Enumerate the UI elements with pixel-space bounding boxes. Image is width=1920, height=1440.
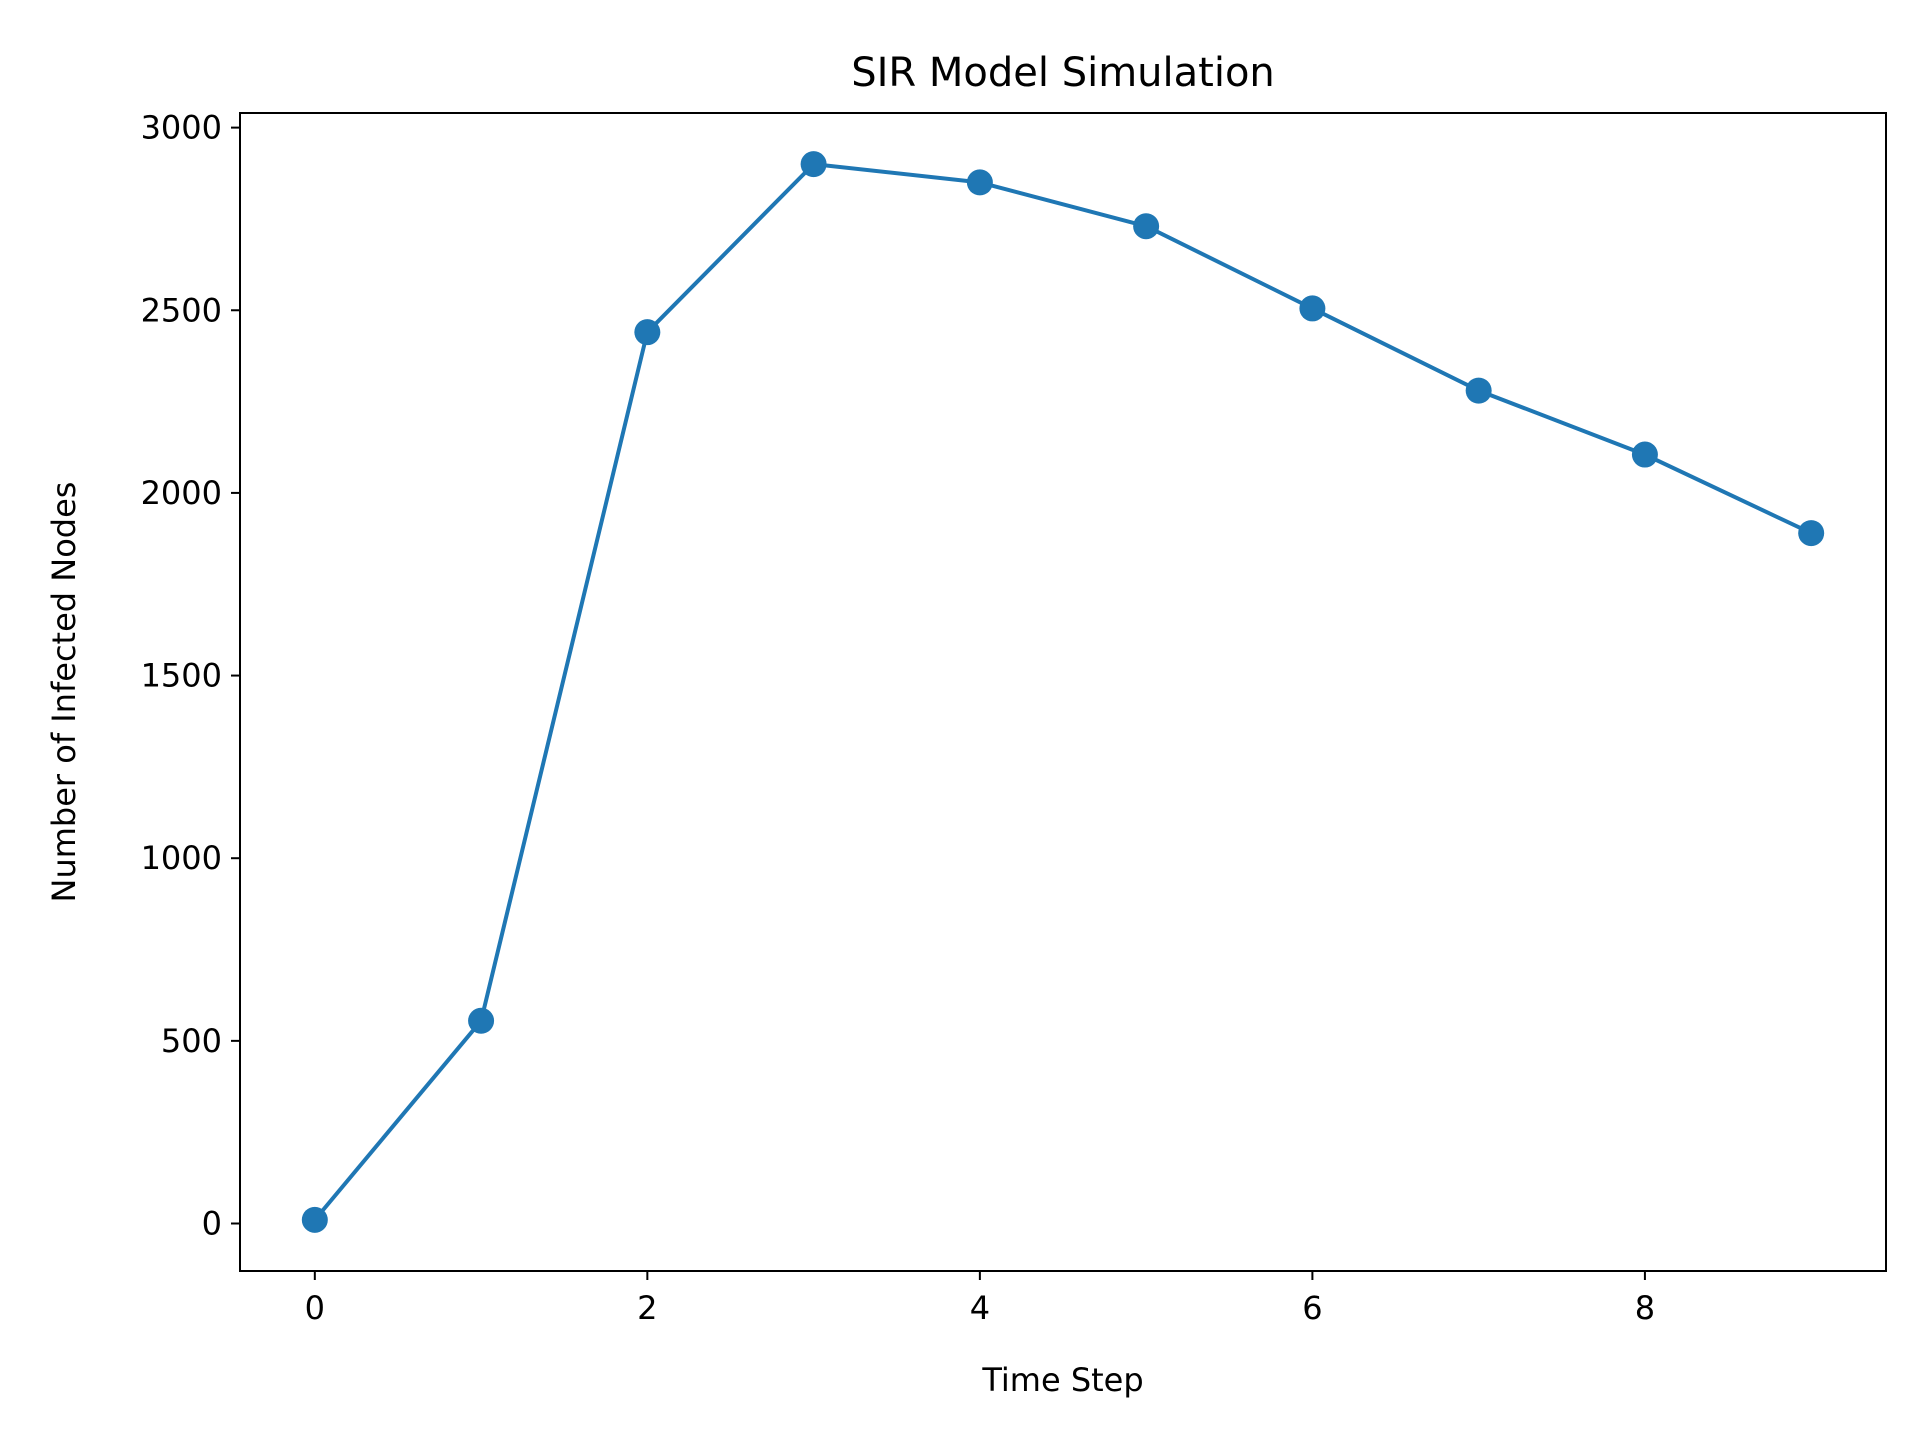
data-point [468, 1007, 495, 1034]
y-tick-label: 3000 [141, 109, 222, 147]
y-tick-label: 1000 [141, 839, 222, 877]
plot-area-frame [239, 112, 1887, 1272]
data-point [634, 319, 661, 346]
y-tick-label: 2000 [141, 474, 222, 512]
y-axis-label: Number of Infected Nodes [45, 482, 83, 903]
series-line [313, 162, 1813, 1222]
data-point [1133, 213, 1160, 240]
data-points [301, 151, 1825, 1233]
y-tick-label: 1500 [141, 657, 222, 695]
data-point [301, 1206, 328, 1233]
x-tick-label: 8 [1635, 1289, 1655, 1327]
data-point [1631, 441, 1658, 468]
chart-title: SIR Model Simulation [851, 50, 1275, 96]
x-tick-label: 6 [1302, 1289, 1322, 1327]
x-tick-label: 0 [305, 1289, 325, 1327]
y-tick-label: 500 [161, 1022, 222, 1060]
y-tick-label: 0 [202, 1205, 222, 1243]
x-tick-label: 4 [970, 1289, 990, 1327]
data-point [1465, 377, 1492, 404]
data-point [966, 169, 993, 196]
data-point [1299, 295, 1326, 322]
x-tick-label: 2 [637, 1289, 657, 1327]
data-point [1798, 520, 1825, 547]
x-axis-ticks: 0 2 4 6 8 [305, 1271, 1655, 1327]
y-tick-label: 2500 [141, 291, 222, 329]
x-axis-label: Time Step [981, 1361, 1143, 1399]
y-axis-ticks: 0 500 1000 1500 2000 2500 3000 [141, 109, 240, 1243]
data-point [800, 151, 827, 178]
